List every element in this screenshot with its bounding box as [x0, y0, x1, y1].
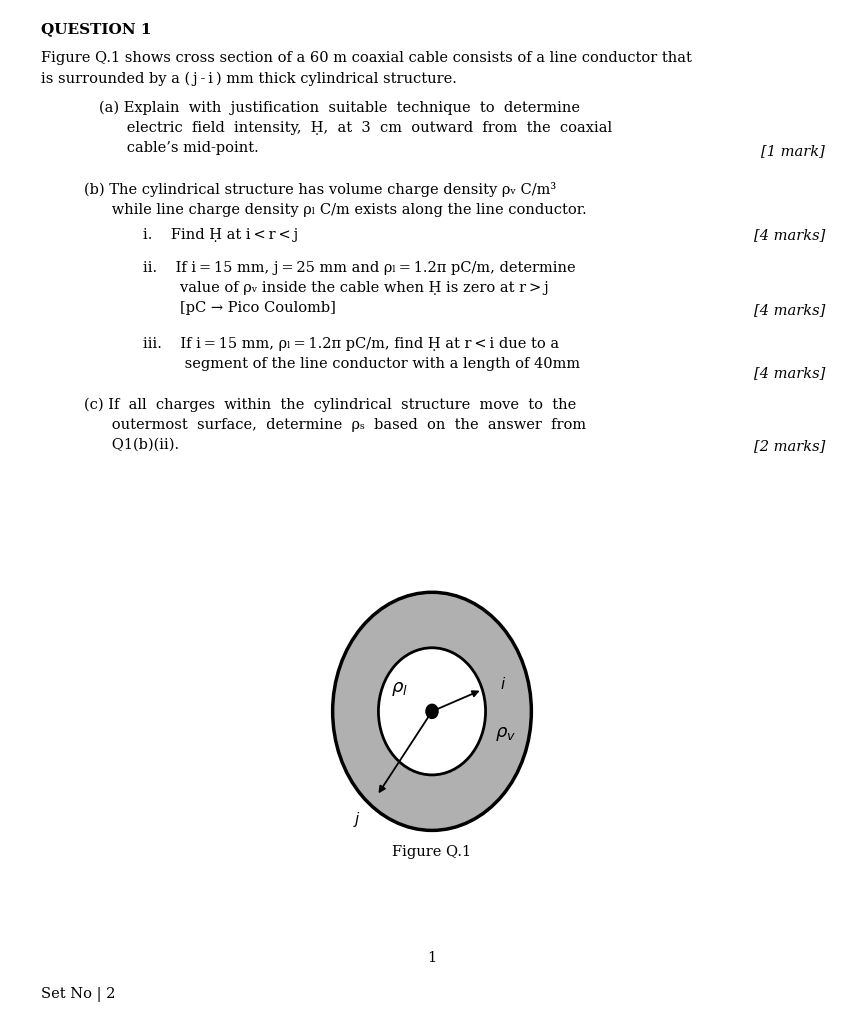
Text: ii.    If i = 15 mm, j = 25 mm and ρₗ = 1.2π pC/m, determine
        value of ρᵥ: ii. If i = 15 mm, j = 25 mm and ρₗ = 1.2… — [143, 261, 575, 316]
Text: 1: 1 — [428, 951, 436, 966]
Text: [2 marks]: [2 marks] — [753, 439, 825, 453]
Text: i.    Find Ḥ at i < r < j: i. Find Ḥ at i < r < j — [143, 228, 298, 242]
Text: QUESTION 1: QUESTION 1 — [41, 22, 152, 36]
Text: iii.    If i = 15 mm, ρₗ = 1.2π pC/m, find Ḥ at r < i due to a
         segment : iii. If i = 15 mm, ρₗ = 1.2π pC/m, find … — [143, 337, 580, 371]
Text: [1 mark]: [1 mark] — [761, 144, 825, 158]
Text: (b) The cylindrical structure has volume charge density ρᵥ C/m³
      while line: (b) The cylindrical structure has volume… — [84, 182, 587, 217]
Text: [4 marks]: [4 marks] — [753, 228, 825, 242]
Ellipse shape — [426, 704, 438, 718]
Ellipse shape — [333, 592, 531, 830]
Text: Figure Q.1 shows cross section of a 60 m coaxial cable consists of a line conduc: Figure Q.1 shows cross section of a 60 m… — [41, 51, 692, 86]
Text: Set No | 2: Set No | 2 — [41, 987, 116, 1002]
Text: Figure Q.1: Figure Q.1 — [392, 845, 472, 859]
Text: [4 marks]: [4 marks] — [753, 366, 825, 380]
Text: $j$: $j$ — [353, 810, 361, 829]
Text: $i$: $i$ — [499, 676, 505, 691]
Text: $\rho_v$: $\rho_v$ — [495, 724, 516, 743]
Text: (a) Explain  with  justification  suitable  technique  to  determine
      elect: (a) Explain with justification suitable … — [99, 101, 613, 155]
Text: (c) If  all  charges  within  the  cylindrical  structure  move  to  the
      o: (c) If all charges within the cylindrica… — [84, 398, 586, 452]
Ellipse shape — [378, 648, 486, 775]
Text: $\rho_l$: $\rho_l$ — [391, 680, 408, 698]
Text: [4 marks]: [4 marks] — [753, 303, 825, 317]
